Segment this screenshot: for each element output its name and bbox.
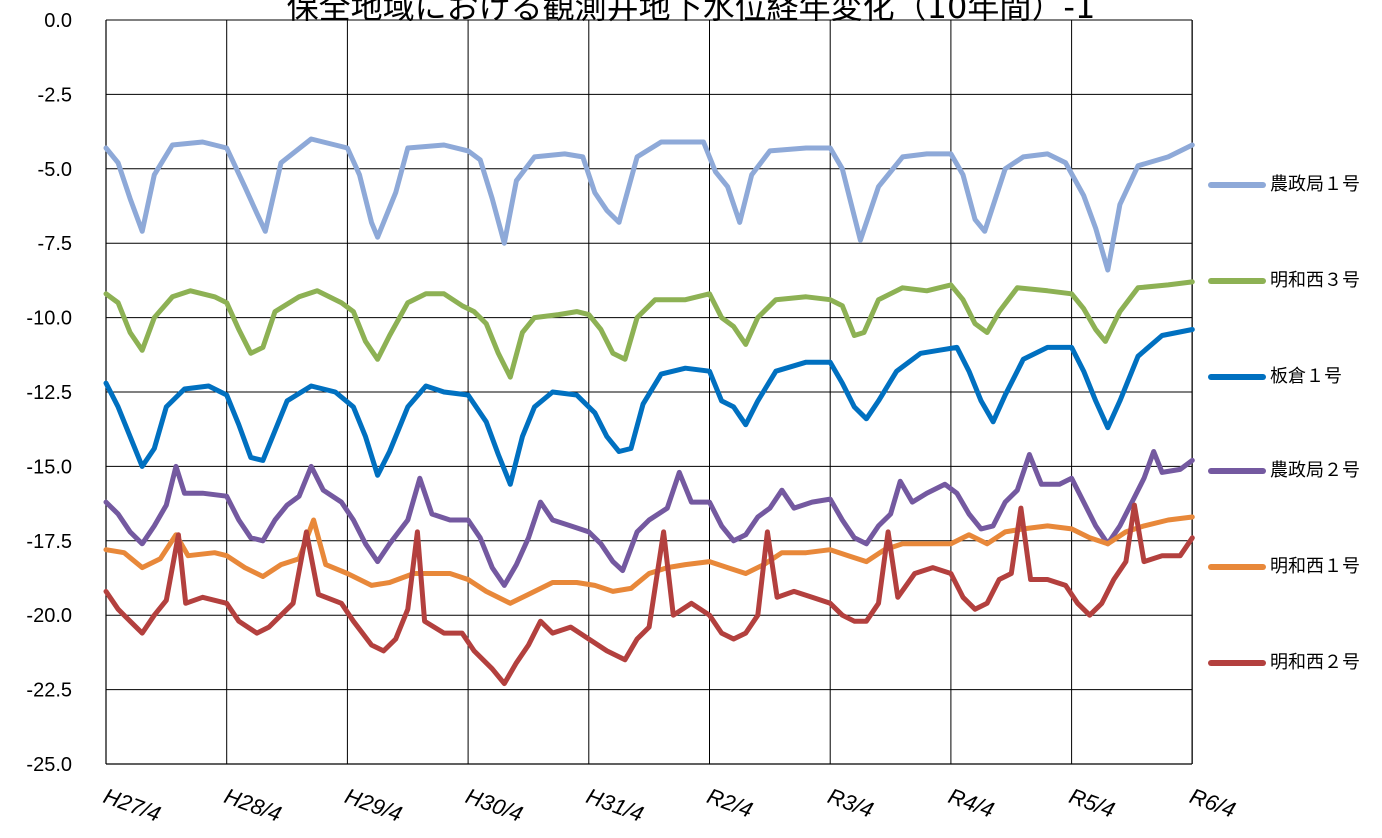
legend-label: 明和西１号	[1270, 556, 1360, 577]
x-tick-label: H27/4	[100, 783, 164, 827]
y-tick-label: -7.5	[38, 233, 72, 255]
legend-item: 農政局１号	[1208, 170, 1378, 232]
series-line-4	[103, 449, 1195, 588]
x-tick-label: H29/4	[342, 783, 406, 827]
y-tick-label: -20.0	[26, 605, 72, 627]
legend-item: 農政局２号	[1208, 456, 1378, 518]
x-tick-label: H30/4	[462, 783, 526, 827]
legend-swatch	[1208, 182, 1266, 188]
series-line-2	[103, 279, 1195, 380]
legend-item: 明和西１号	[1208, 552, 1378, 614]
y-tick-label: -25.0	[26, 754, 72, 776]
legend-label: 農政局１号	[1270, 174, 1360, 195]
chart-title: 保全地域における観測井地下水位経年変化（10年間）-1	[286, 0, 1096, 26]
x-tick-label: R4/4	[945, 783, 997, 822]
y-tick-label: -17.5	[26, 531, 72, 553]
legend-label: 明和西３号	[1270, 270, 1360, 291]
series-line-5	[103, 514, 1195, 606]
legend-swatch	[1208, 374, 1266, 380]
x-tick-label: R6/4	[1187, 783, 1239, 822]
y-tick-label: -22.5	[26, 680, 72, 702]
x-tick-label: H28/4	[221, 783, 285, 827]
series-lines	[103, 136, 1195, 687]
legend-item: 明和西２号	[1208, 648, 1378, 710]
series-line-6	[103, 502, 1195, 687]
legend-label: 明和西２号	[1270, 652, 1360, 673]
x-tick-label: R5/4	[1066, 783, 1118, 822]
y-tick-label: -12.5	[26, 382, 72, 404]
legend-label: 農政局２号	[1270, 460, 1360, 481]
legend-swatch	[1208, 278, 1266, 284]
y-tick-label: -5.0	[38, 159, 72, 181]
legend-swatch	[1208, 564, 1266, 570]
x-tick-label: R2/4	[704, 783, 756, 822]
x-tick-label: R3/4	[824, 783, 876, 822]
series-line-3	[103, 327, 1195, 487]
x-axis-ticks: H27/4 H28/4 H29/4 H30/4 H31/4 R2/4 R3/4 R4/4 R5/…	[100, 783, 1239, 827]
y-axis-ticks: 0.0 -2.5 -5.0 -7.5 -10.0 -12.5 -15.0 -17.5 -20.0…	[26, 10, 72, 776]
legend-item: 明和西３号	[1208, 266, 1378, 328]
x-tick-label: H31/4	[583, 783, 647, 827]
y-tick-label: 0.0	[44, 10, 72, 32]
series-line-1	[103, 136, 1195, 273]
y-tick-label: -15.0	[26, 456, 72, 478]
legend-label: 板倉１号	[1270, 366, 1342, 387]
legend-swatch	[1208, 660, 1266, 666]
legend-swatch	[1208, 468, 1266, 474]
y-tick-label: -10.0	[26, 308, 72, 330]
legend-item: 板倉１号	[1208, 362, 1378, 396]
y-tick-label: -2.5	[38, 84, 72, 106]
legend: 農政局１号明和西３号板倉１号農政局２号明和西１号明和西２号	[1208, 170, 1378, 744]
